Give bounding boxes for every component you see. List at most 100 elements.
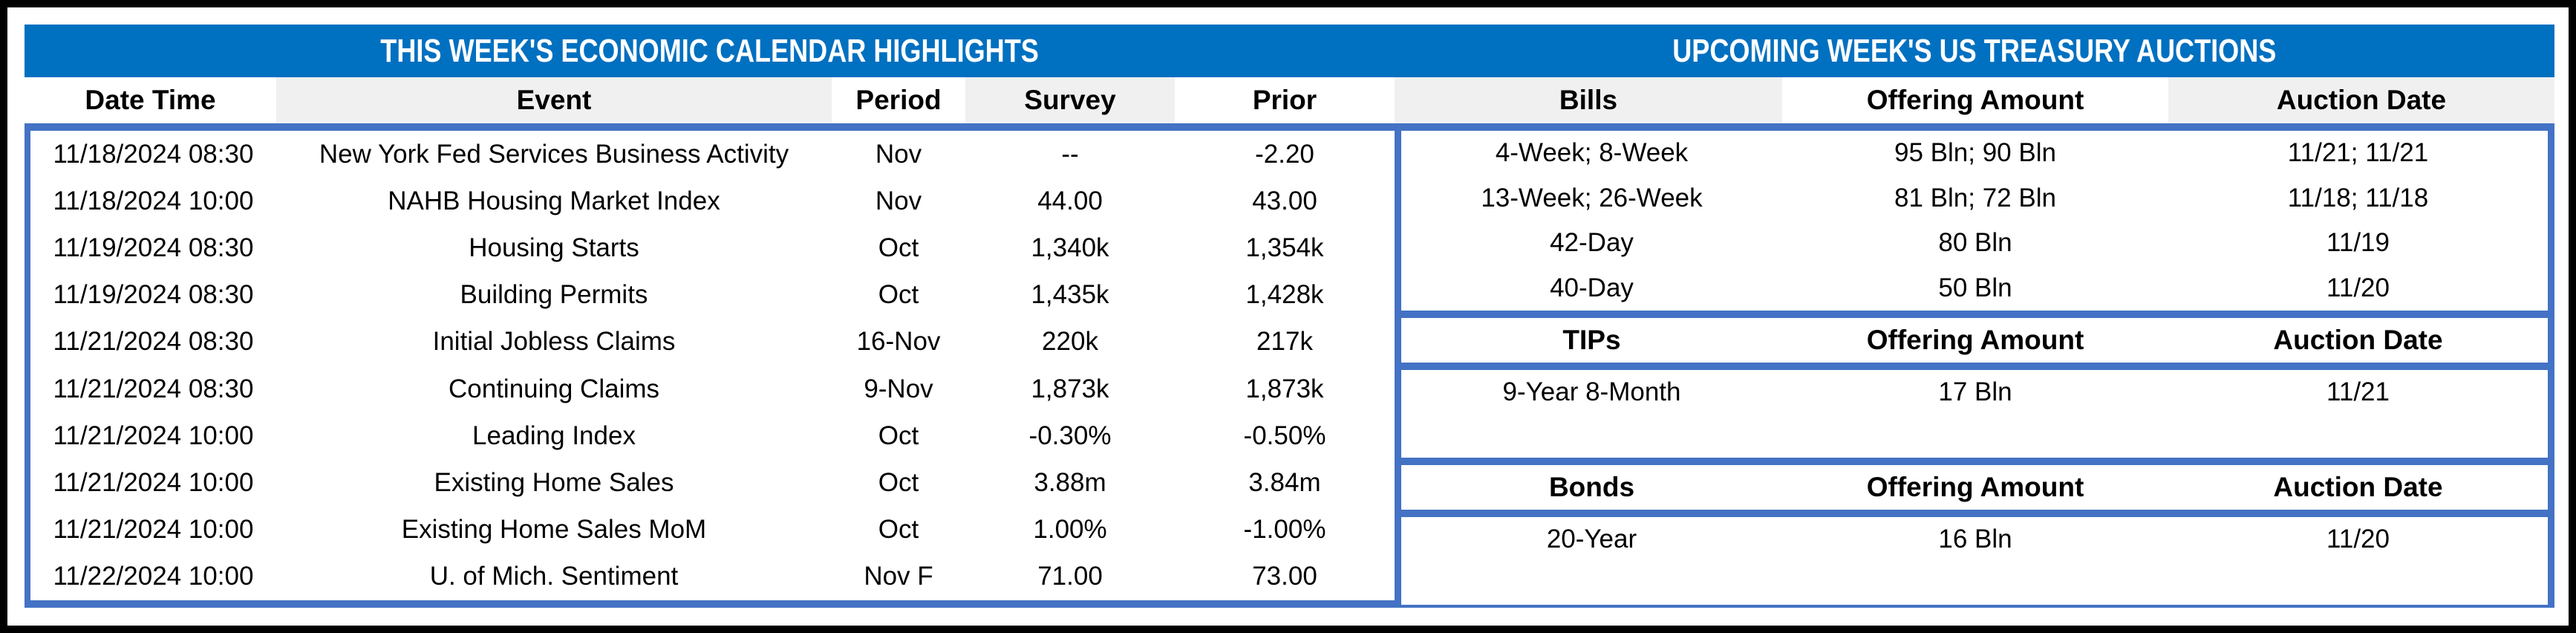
auction-security-cell: 4-Week; 8-Week — [1401, 131, 1782, 176]
calendar-period-cell: Nov F — [832, 553, 965, 600]
auction-amount-cell: 81 Bln; 72 Bln — [1782, 175, 2168, 221]
auction-date-cell: 11/18; 11/18 — [2168, 175, 2548, 221]
calendar-event-cell: Leading Index — [276, 412, 832, 460]
calendar-prior-cell: 1,428k — [1175, 271, 1395, 319]
calendar-prior-cell: 3.84m — [1175, 459, 1395, 507]
calendar-date-cell: 11/19/2024 08:30 — [30, 224, 276, 272]
calendar-date-cell: 11/21/2024 10:00 — [30, 506, 276, 554]
auctions-title: UPCOMING WEEK'S US TREASURY AUCTIONS — [1672, 32, 2277, 69]
empty-cell — [2168, 414, 2548, 458]
auction-amount-cell: 95 Bln; 90 Bln — [1782, 131, 2168, 176]
col-header-date-time: Date Time — [25, 77, 276, 123]
section-separator — [1401, 458, 2548, 465]
calendar-event-cell: New York Fed Services Business Activity — [276, 131, 832, 178]
auction-date-cell: 11/21 — [2168, 370, 2548, 414]
col-header-event: Event — [276, 77, 832, 123]
column-header-row: Date Time Event Period Survey Prior Bill… — [25, 77, 2554, 123]
calendar-prior-cell: 1,873k — [1175, 365, 1395, 413]
calendar-survey-cell: 71.00 — [965, 553, 1175, 600]
calendar-date-cell: 11/18/2024 08:30 — [30, 131, 276, 178]
calendar-period-cell: Oct — [832, 459, 965, 507]
col-header-prior: Prior — [1175, 77, 1395, 123]
section-separator — [1401, 311, 2548, 318]
empty-cell — [1782, 561, 2168, 605]
calendar-prior-cell: -2.20 — [1175, 131, 1395, 178]
calendar-survey-cell: 1,873k — [965, 365, 1175, 413]
calendar-event-cell: Continuing Claims — [276, 365, 832, 413]
auction-security-cell: 13-Week; 26-Week — [1401, 175, 1782, 221]
calendar-period-cell: Oct — [832, 224, 965, 272]
calendar-event-cell: NAHB Housing Market Index — [276, 178, 832, 225]
auction-security-cell: 20-Year — [1401, 517, 1782, 561]
calendar-prior-cell: 217k — [1175, 318, 1395, 366]
auction-date-cell: 11/19 — [2168, 221, 2548, 266]
auction-amount-cell: 80 Bln — [1782, 221, 2168, 266]
calendar-date-cell: 11/21/2024 10:00 — [30, 412, 276, 460]
header-divider — [25, 123, 2554, 131]
auction-date-cell: 11/20 — [2168, 265, 2548, 311]
empty-cell — [2168, 561, 2548, 605]
calendar-survey-cell: -0.30% — [965, 412, 1175, 460]
col-header-auction-date: Auction Date — [2168, 77, 2554, 123]
calendar-period-cell: Nov — [832, 131, 965, 178]
col-header-bonds: Bonds — [1401, 465, 1782, 510]
calendar-survey-cell: 1,340k — [965, 224, 1175, 272]
calendar-event-cell: Initial Jobless Claims — [276, 318, 832, 366]
calendar-event-cell: Housing Starts — [276, 224, 832, 272]
col-header-tips: TIPs — [1401, 318, 1782, 363]
calendar-prior-cell: -1.00% — [1175, 506, 1395, 554]
tips-section: 9-Year 8-Month 17 Bln 11/21 — [1401, 370, 2548, 458]
calendar-date-cell: 11/21/2024 08:30 — [30, 365, 276, 413]
col-header-auction-date: Auction Date — [2168, 465, 2548, 510]
bonds-header-row: Bonds Offering Amount Auction Date — [1401, 465, 2548, 510]
calendar-prior-cell: 73.00 — [1175, 553, 1395, 600]
calendar-prior-cell: -0.50% — [1175, 412, 1395, 460]
calendar-survey-cell: 44.00 — [965, 178, 1175, 225]
empty-cell — [1401, 414, 1782, 458]
auction-security-cell: 9-Year 8-Month — [1401, 370, 1782, 414]
auction-security-cell: 42-Day — [1401, 221, 1782, 266]
calendar-event-cell: Building Permits — [276, 271, 832, 319]
calendar-survey-cell: 220k — [965, 318, 1175, 366]
empty-cell — [1782, 414, 2168, 458]
calendar-period-cell: Oct — [832, 412, 965, 460]
bonds-section: 20-Year 16 Bln 11/20 — [1401, 517, 2548, 605]
auction-date-cell: 11/21; 11/21 — [2168, 131, 2548, 176]
calendar-date-cell: 11/18/2024 10:00 — [30, 178, 276, 225]
col-header-bills: Bills — [1395, 77, 1782, 123]
calendar-event-cell: U. of Mich. Sentiment — [276, 553, 832, 600]
bills-section: 4-Week; 8-Week 95 Bln; 90 Bln 11/21; 11/… — [1401, 131, 2548, 311]
auction-amount-cell: 16 Bln — [1782, 517, 2168, 561]
section-separator — [1401, 510, 2548, 517]
treasury-auctions-table: 4-Week; 8-Week 95 Bln; 90 Bln 11/21; 11/… — [1395, 131, 2554, 608]
col-header-auction-date: Auction Date — [2168, 318, 2548, 363]
tips-header-row: TIPs Offering Amount Auction Date — [1401, 318, 2548, 363]
calendar-date-cell: 11/21/2024 08:30 — [30, 318, 276, 366]
col-header-period: Period — [832, 77, 965, 123]
calendar-event-cell: Existing Home Sales — [276, 459, 832, 507]
calendar-period-cell: Oct — [832, 271, 965, 319]
auction-amount-cell: 50 Bln — [1782, 265, 2168, 311]
calendar-title-area: THIS WEEK'S ECONOMIC CALENDAR HIGHLIGHTS — [25, 25, 1395, 77]
empty-cell — [1401, 561, 1782, 605]
col-header-offering-amount: Offering Amount — [1782, 465, 2168, 510]
calendar-prior-cell: 43.00 — [1175, 178, 1395, 225]
report-content: THIS WEEK'S ECONOMIC CALENDAR HIGHLIGHTS… — [25, 25, 2554, 608]
calendar-survey-cell: -- — [965, 131, 1175, 178]
col-header-survey: Survey — [965, 77, 1175, 123]
calendar-event-cell: Existing Home Sales MoM — [276, 506, 832, 554]
calendar-period-cell: 9-Nov — [832, 365, 965, 413]
auctions-title-area: UPCOMING WEEK'S US TREASURY AUCTIONS — [1395, 25, 2554, 77]
calendar-survey-cell: 1.00% — [965, 506, 1175, 554]
section-separator — [1401, 363, 2548, 370]
col-header-offering-amount: Offering Amount — [1782, 318, 2168, 363]
economic-calendar-rows: 11/18/2024 08:30 New York Fed Services B… — [30, 131, 1395, 600]
calendar-period-cell: 16-Nov — [832, 318, 965, 366]
calendar-period-cell: Nov — [832, 178, 965, 225]
title-bar: THIS WEEK'S ECONOMIC CALENDAR HIGHLIGHTS… — [25, 25, 2554, 77]
calendar-prior-cell: 1,354k — [1175, 224, 1395, 272]
calendar-title: THIS WEEK'S ECONOMIC CALENDAR HIGHLIGHTS — [380, 32, 1039, 69]
auction-date-cell: 11/20 — [2168, 517, 2548, 561]
auction-security-cell: 40-Day — [1401, 265, 1782, 311]
calendar-date-cell: 11/21/2024 10:00 — [30, 459, 276, 507]
